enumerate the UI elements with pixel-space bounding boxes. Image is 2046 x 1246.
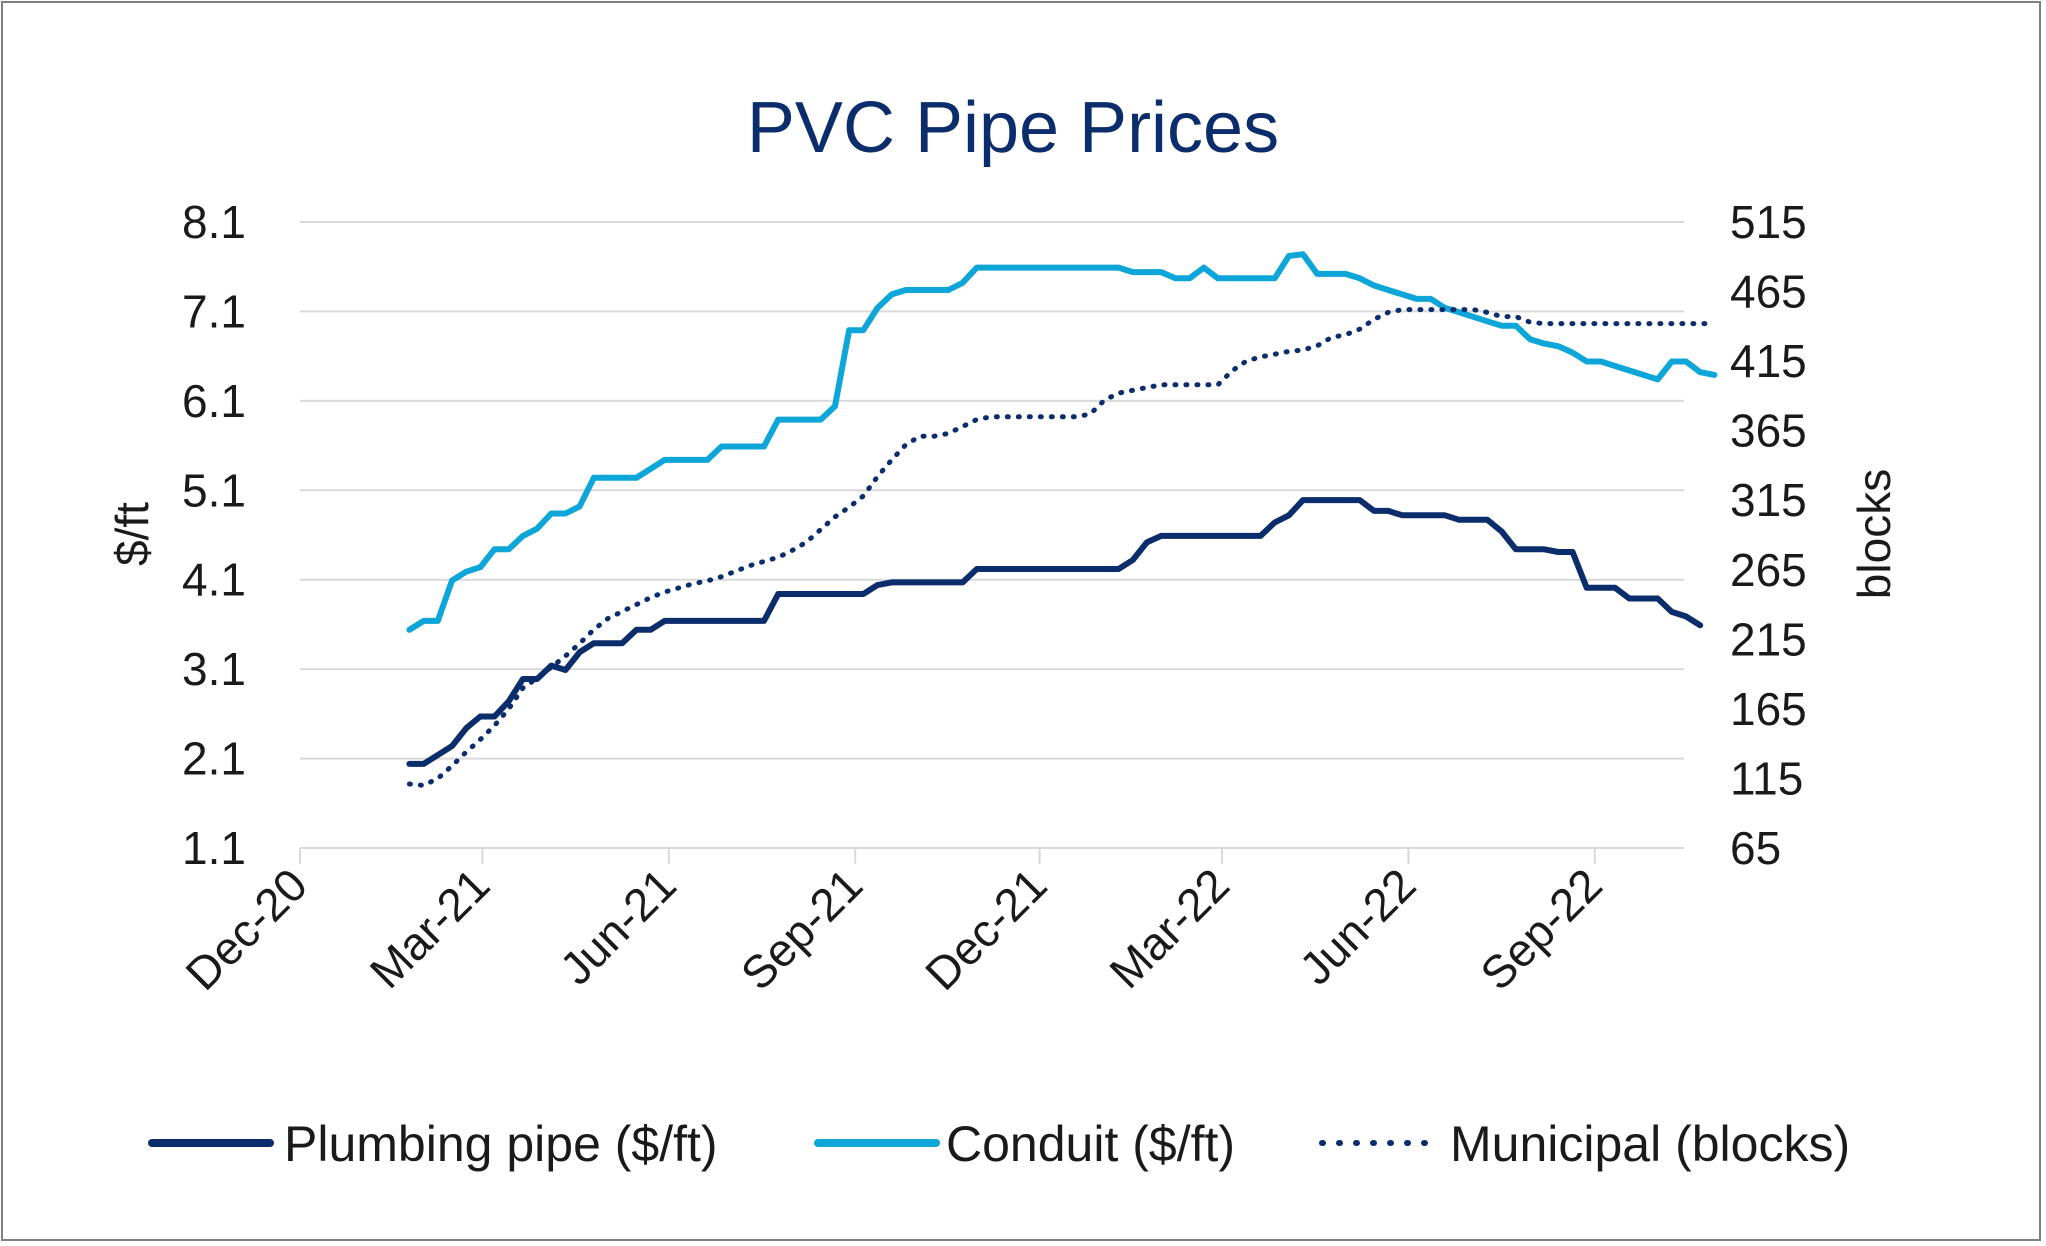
y-left-tick-label: 8.1 (182, 196, 246, 248)
y-axis-left: 1.1 2.1 3.1 4.1 5.1 6.1 7.1 8.1 (182, 196, 246, 874)
y-right-tick-label: 165 (1730, 683, 1807, 735)
y-axis-right: 65 115 165 215 265 315 365 415 465 515 (1730, 196, 1807, 874)
legend-label: Plumbing pipe ($/ft) (284, 1116, 718, 1172)
x-axis: Dec-20 Mar-21 Jun-21 Sep-21 Dec-21 Mar-22 Jun-… (175, 847, 1684, 1000)
x-tick-label: Jun-21 (550, 858, 686, 994)
y-right-tick-label: 115 (1730, 752, 1803, 804)
y-right-tick-label: 265 (1730, 544, 1807, 596)
x-tick-label: Dec-20 (175, 858, 317, 1000)
series-line-1 (406, 497, 1704, 767)
y-right-tick-label: 465 (1730, 266, 1807, 318)
y-left-tick-label: 1.1 (182, 822, 246, 874)
y-right-tick-label: 65 (1730, 822, 1781, 874)
x-tick-label: Mar-22 (1099, 858, 1239, 998)
legend: Plumbing pipe ($/ft) Conduit ($/ft) Munici… (148, 1116, 1850, 1172)
legend-label: Municipal (blocks) (1450, 1116, 1850, 1172)
y-left-tick-label: 7.1 (182, 285, 246, 337)
plot-area (406, 251, 1718, 788)
y-left-tick-label: 4.1 (182, 554, 246, 606)
y-right-tick-label: 515 (1730, 196, 1807, 248)
y-left-tick-label: 3.1 (182, 643, 246, 695)
y-right-tick-label: 415 (1730, 335, 1807, 387)
gridlines (300, 221, 1684, 760)
y-left-tick-label: 6.1 (182, 375, 246, 427)
x-tick-label: Mar-21 (360, 858, 500, 998)
y-axis-right-title: blocks (1848, 469, 1900, 599)
series-line-2 (406, 251, 1718, 633)
x-tick-label: Dec-21 (915, 858, 1057, 1000)
x-tick-label: Jun-22 (1289, 858, 1425, 994)
legend-label: Conduit ($/ft) (946, 1116, 1235, 1172)
y-right-tick-label: 365 (1730, 405, 1807, 457)
y-right-tick-label: 315 (1730, 474, 1807, 526)
chart-title: PVC Pipe Prices (747, 88, 1279, 168)
x-tick-label: Sep-21 (731, 858, 873, 1000)
series-line-3 (406, 307, 1717, 788)
y-left-tick-label: 5.1 (182, 464, 246, 516)
y-right-tick-label: 215 (1730, 613, 1807, 665)
x-tick-label: Sep-22 (1470, 858, 1612, 1000)
y-axis-left-title: $/ft (106, 502, 158, 566)
y-left-tick-label: 2.1 (182, 733, 246, 785)
